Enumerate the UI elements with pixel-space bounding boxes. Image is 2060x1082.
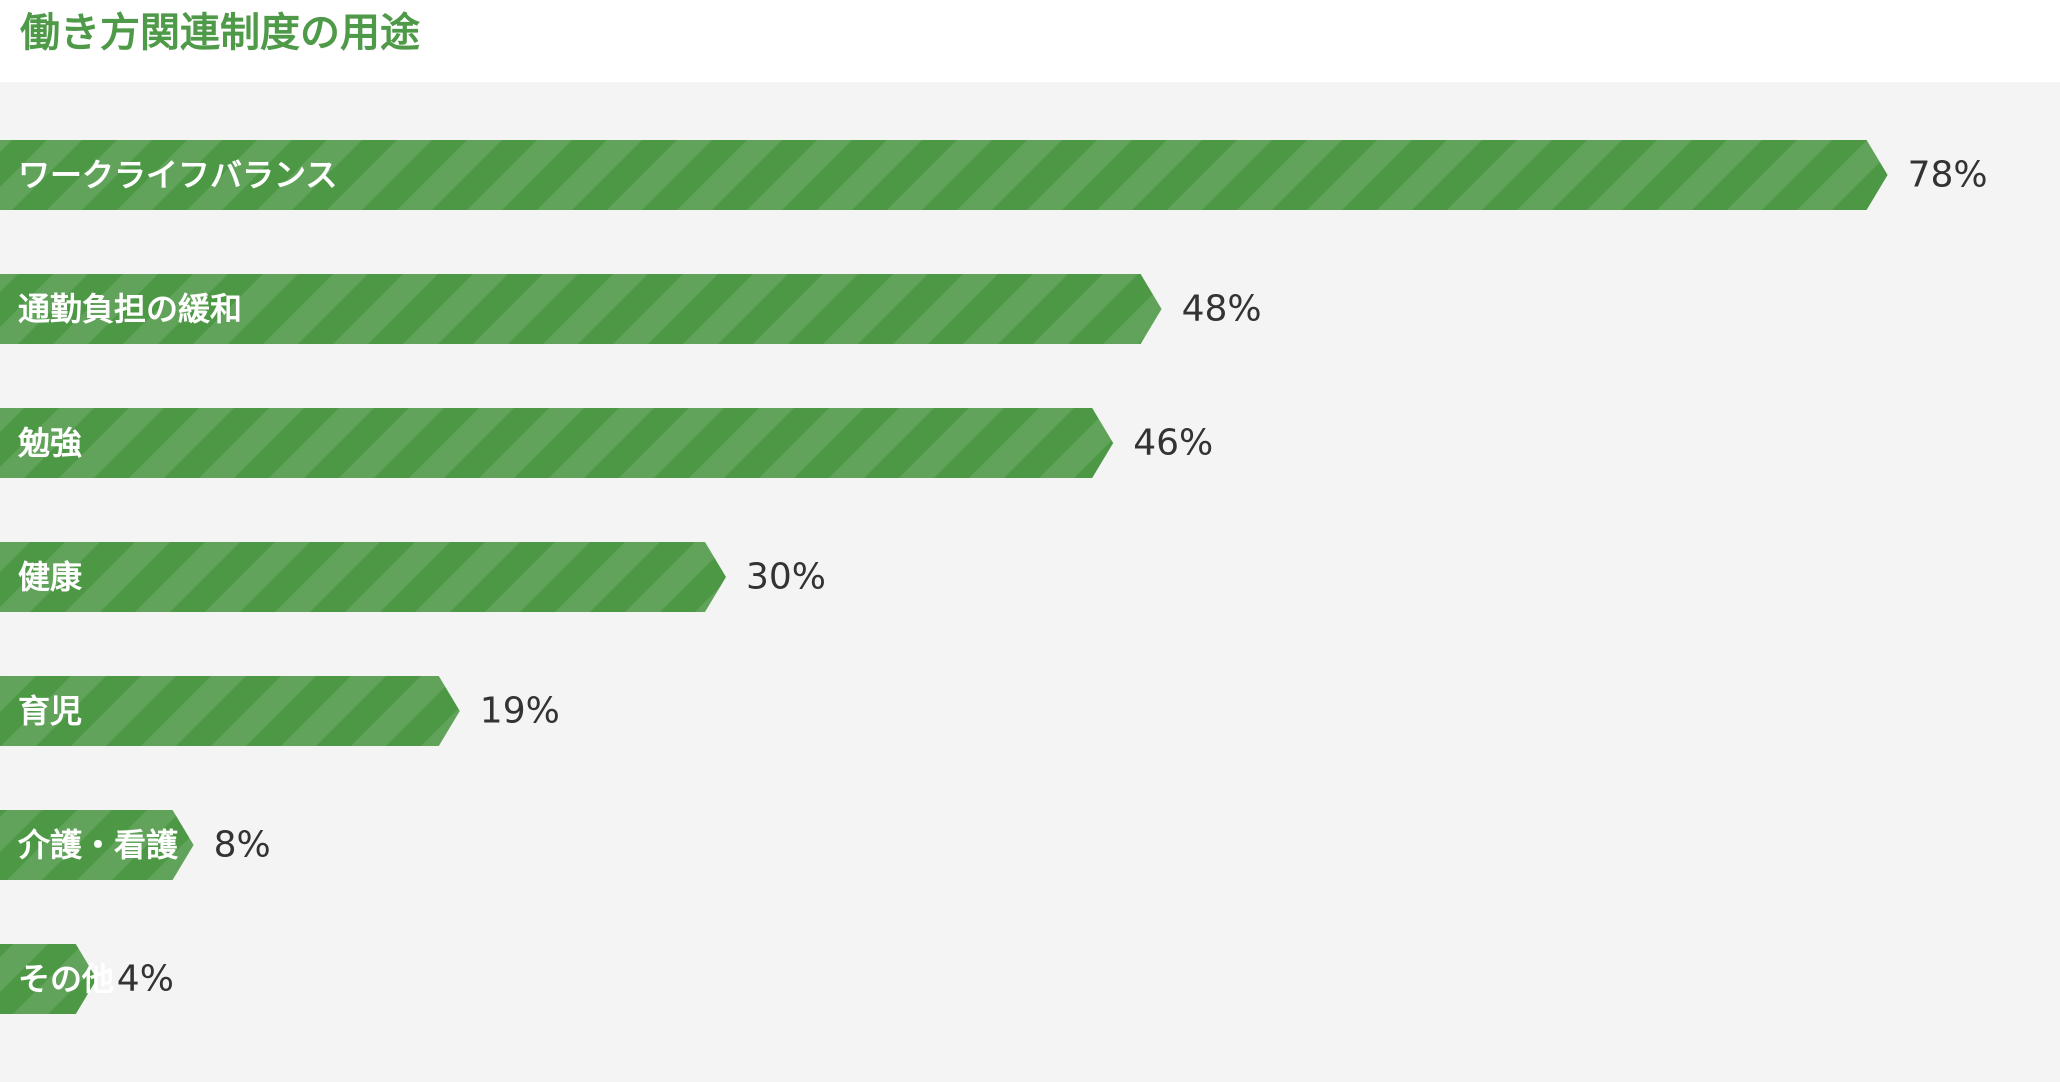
chart-panel: ワークライフバランス 78% 通勤負担の緩和 48% 勉強 46% 健康 30% 育児 19% 介護… (0, 82, 2060, 1082)
value-label: 4% (117, 959, 174, 1000)
category-label: 健康 (18, 558, 83, 596)
bar (0, 274, 1162, 344)
bar (0, 676, 460, 746)
value-label: 19% (480, 691, 560, 732)
bar-chart: ワークライフバランス 78% 通勤負担の緩和 48% 勉強 46% 健康 30% 育児 19% 介護… (0, 140, 1988, 1014)
category-label: 勉強 (17, 424, 82, 462)
bar (0, 408, 1114, 478)
bar (0, 542, 726, 612)
category-label: 通勤負担の緩和 (18, 290, 242, 328)
value-label: 30% (746, 557, 826, 598)
value-label: 8% (214, 825, 271, 866)
bar (0, 810, 194, 880)
value-label: 46% (1133, 423, 1213, 464)
category-label: 育児 (18, 692, 82, 730)
value-label: 48% (1182, 289, 1262, 330)
category-label: ワークライフバランス (18, 156, 337, 194)
category-label: 介護・看護 (17, 826, 179, 864)
chart-title: 働き方関連制度の用途 (20, 10, 420, 56)
category-label: その他 (18, 960, 114, 998)
bar (0, 140, 1888, 210)
bar (0, 944, 97, 1014)
value-label: 78% (1908, 155, 1988, 196)
